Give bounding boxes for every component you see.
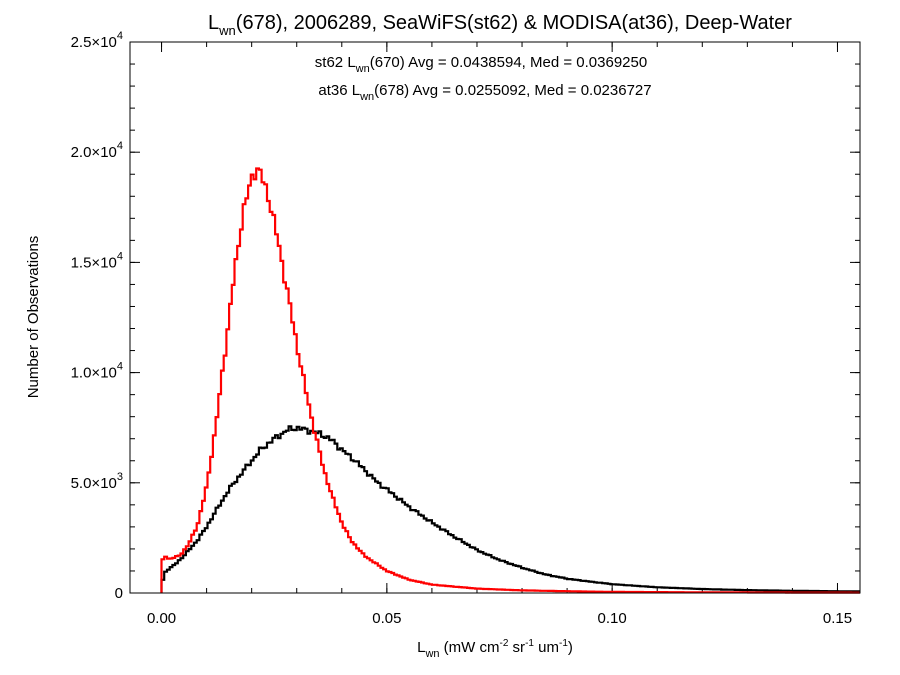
series-at36-line <box>160 167 860 594</box>
annotation-at36: at36 Lwn(678) Avg = 0.0255092, Med = 0.0… <box>318 82 651 103</box>
y-tick-label: 1.0×104 <box>71 361 123 382</box>
y-tick-label: 0 <box>115 585 123 602</box>
annotation-st62: st62 Lwn(670) Avg = 0.0438594, Med = 0.0… <box>315 54 647 75</box>
chart-title: Lwn(678), 2006289, SeaWiFS(st62) & MODIS… <box>208 12 792 38</box>
series-layer <box>160 167 860 594</box>
axis-ticks <box>130 41 860 594</box>
y-tick-label: 2.0×104 <box>71 140 123 161</box>
x-tick-label: 0.10 <box>598 610 627 627</box>
x-tick-label: 0.05 <box>372 610 401 627</box>
x-tick-label: 0.00 <box>147 610 176 627</box>
x-tick-label: 0.15 <box>823 610 852 627</box>
x-axis-label: Lwn (mW cm-2 sr-1 um-1) <box>417 638 573 660</box>
series-st62-line <box>160 425 860 593</box>
y-tick-label: 5.0×103 <box>71 471 123 492</box>
y-tick-label: 1.5×104 <box>71 250 123 271</box>
tick-labels: 0.00 0.05 0.10 0.15 0 5.0×103 1.0×104 1.5×104 2.… <box>71 30 852 627</box>
y-tick-label: 2.5×104 <box>71 30 123 51</box>
plot-frame <box>129 41 861 594</box>
y-axis-label: Number of Observations <box>25 236 42 399</box>
